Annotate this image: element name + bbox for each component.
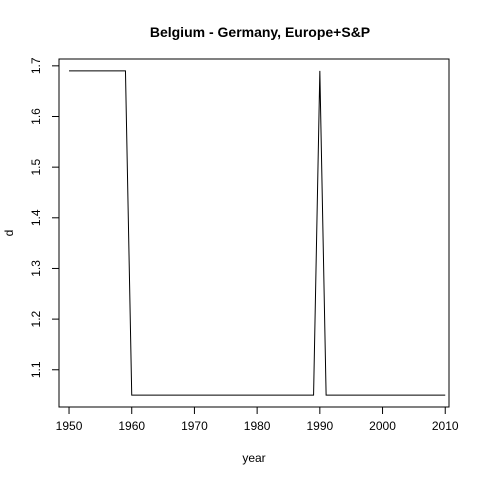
- x-axis-label: year: [242, 451, 265, 465]
- x-tick-label: 1950: [56, 419, 83, 433]
- x-tick-label: 1960: [118, 419, 145, 433]
- series-layer: [69, 70, 446, 396]
- y-tick-label: 1.5: [29, 158, 43, 175]
- x-tick-label: 1970: [181, 419, 208, 433]
- y-tick-label: 1.2: [29, 310, 43, 327]
- series-line: [69, 70, 446, 396]
- y-tick-label: 1.6: [29, 108, 43, 125]
- x-tick-label: 1990: [306, 419, 333, 433]
- plot-frame: [58, 58, 450, 408]
- y-tick-label: 1.3: [29, 260, 43, 277]
- y-axis-label: d: [2, 230, 16, 237]
- chart-title: Belgium - Germany, Europe+S&P: [150, 24, 370, 40]
- y-tick-label: 1.4: [29, 209, 43, 226]
- x-tick-label: 2000: [369, 419, 396, 433]
- y-tick-label: 1.7: [29, 57, 43, 74]
- y-tick-label: 1.1: [29, 361, 43, 378]
- x-tick-label: 1980: [244, 419, 271, 433]
- x-tick-label: 2010: [432, 419, 459, 433]
- x-axis: 1950 1960 1970 1980 1990 2000 2010: [56, 406, 459, 433]
- y-axis: 1.1 1.2 1.3 1.4 1.5 1.6 1.7: [29, 57, 60, 378]
